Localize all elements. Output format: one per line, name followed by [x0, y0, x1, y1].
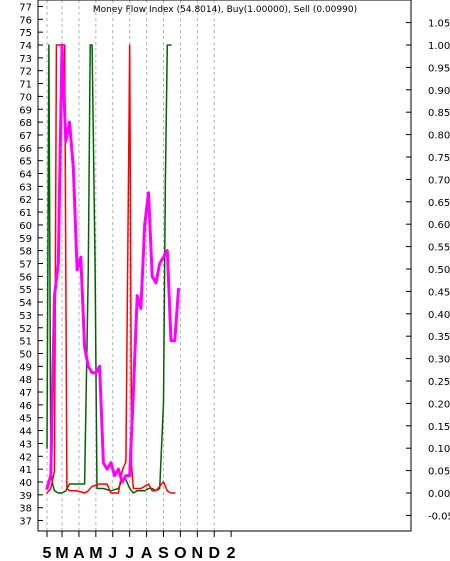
right-axis-tick-label: 0.10: [428, 444, 450, 455]
left-axis-tick-label: 76: [19, 15, 32, 26]
left-axis-tick-label: 47: [19, 388, 32, 399]
right-axis-tick-label: 0.90: [428, 86, 450, 97]
left-axis-tick-label: 39: [19, 491, 32, 502]
left-axis-tick-label: 66: [19, 144, 32, 155]
left-axis-tick-label: 44: [19, 427, 32, 438]
x-axis-label: 2: [227, 545, 236, 561]
left-axis-tick-label: 40: [19, 478, 32, 489]
left-axis-tick-label: 72: [19, 67, 32, 78]
left-axis-tick-label: 58: [19, 247, 32, 258]
x-axis-label: O: [174, 545, 186, 561]
left-axis-tick-label: 71: [19, 80, 32, 91]
right-axis-tick-label: 0.85: [428, 108, 450, 119]
right-axis-tick-label: 0.40: [428, 310, 450, 321]
right-axis-tick-label: 0.30: [428, 355, 450, 366]
left-axis-tick-label: 69: [19, 105, 32, 116]
left-axis-tick-label: 49: [19, 362, 32, 373]
x-axis-label: J: [108, 545, 117, 561]
left-axis-tick-label: 60: [19, 221, 32, 232]
x-axis-label: S: [158, 545, 169, 561]
left-axis-tick-label: 50: [19, 349, 32, 360]
x-axis-label: M: [55, 545, 68, 561]
x-axis-label: A: [73, 545, 85, 561]
series-layer: [45, 43, 180, 494]
left-axis-tick-label: 56: [19, 272, 32, 283]
left-axis-tick-label: 70: [19, 92, 32, 103]
left-axis-tick-label: 46: [19, 401, 32, 412]
left-axis-tick-label: 57: [19, 260, 32, 271]
left-axis-tick-label: 77: [19, 2, 32, 13]
right-axis: -0.05 0.00 0.05 0.10 0.15 0.20 0.25 0.30 0.35 0.4…: [406, 19, 450, 522]
right-axis-tick-label: 0.20: [428, 399, 450, 410]
left-axis-tick-label: 61: [19, 208, 32, 219]
x-axis-label: J: [125, 545, 134, 561]
series-line-1: [46, 44, 176, 494]
left-axis-tick-label: 75: [19, 28, 32, 39]
left-axis-tick-label: 73: [19, 54, 32, 65]
right-axis-tick-label: 0.60: [428, 220, 450, 231]
right-axis-tick-label: 0.05: [428, 467, 450, 478]
x-axis-label: N: [192, 545, 204, 561]
x-axis-label: 5: [43, 545, 52, 561]
left-axis-tick-label: 54: [19, 298, 32, 309]
left-axis-tick-label: 38: [19, 504, 32, 515]
right-axis-tick-label: 0.95: [428, 63, 450, 74]
x-axis-label: A: [141, 545, 153, 561]
chart-title: Money Flow Index (54.8014), Buy(1.00000)…: [93, 5, 357, 15]
x-axis-label: D: [208, 545, 220, 561]
left-axis-tick-label: 64: [19, 170, 32, 181]
left-axis-tick-label: 37: [19, 517, 32, 528]
series-line-0: [45, 43, 180, 490]
right-axis-tick-label: 0.80: [428, 131, 450, 142]
right-axis-tick-label: 0.65: [428, 198, 450, 209]
series-line-2: [46, 44, 172, 494]
right-axis-tick-label: 0.00: [428, 489, 450, 500]
left-axis-tick-label: 52: [19, 324, 32, 335]
plot-frame: [37, 0, 412, 532]
right-axis-tick-label: -0.05: [428, 511, 450, 522]
left-axis-tick-label: 43: [19, 439, 32, 450]
left-axis-tick-label: 67: [19, 131, 32, 142]
right-axis-tick-label: 0.50: [428, 265, 450, 276]
right-axis-tick-label: 0.75: [428, 153, 450, 164]
left-axis-tick-label: 41: [19, 465, 32, 476]
left-axis-tick-label: 51: [19, 337, 32, 348]
right-axis-tick-label: 0.35: [428, 332, 450, 343]
left-axis-tick-label: 63: [19, 182, 32, 193]
left-axis-tick-label: 62: [19, 195, 32, 206]
right-axis-tick-label: 0.15: [428, 422, 450, 433]
left-axis-tick-label: 48: [19, 375, 32, 386]
left-axis-tick-label: 59: [19, 234, 32, 245]
right-axis-tick-label: 0.25: [428, 377, 450, 388]
left-axis-tick-label: 42: [19, 452, 32, 463]
right-axis-tick-label: 0.55: [428, 243, 450, 254]
left-axis-tick-label: 55: [19, 285, 32, 296]
right-axis-tick-label: 0.45: [428, 287, 450, 298]
x-axis-label: M: [89, 545, 102, 561]
left-axis-tick-label: 45: [19, 414, 32, 425]
left-axis-tick-label: 53: [19, 311, 32, 322]
left-axis-tick-label: 65: [19, 157, 32, 168]
right-axis-tick-label: 1.05: [428, 19, 450, 30]
left-axis-tick-label: 68: [19, 118, 32, 129]
right-axis-tick-label: 0.70: [428, 175, 450, 186]
left-axis-tick-label: 74: [19, 41, 32, 52]
right-axis-tick-label: 1.00: [428, 41, 450, 52]
